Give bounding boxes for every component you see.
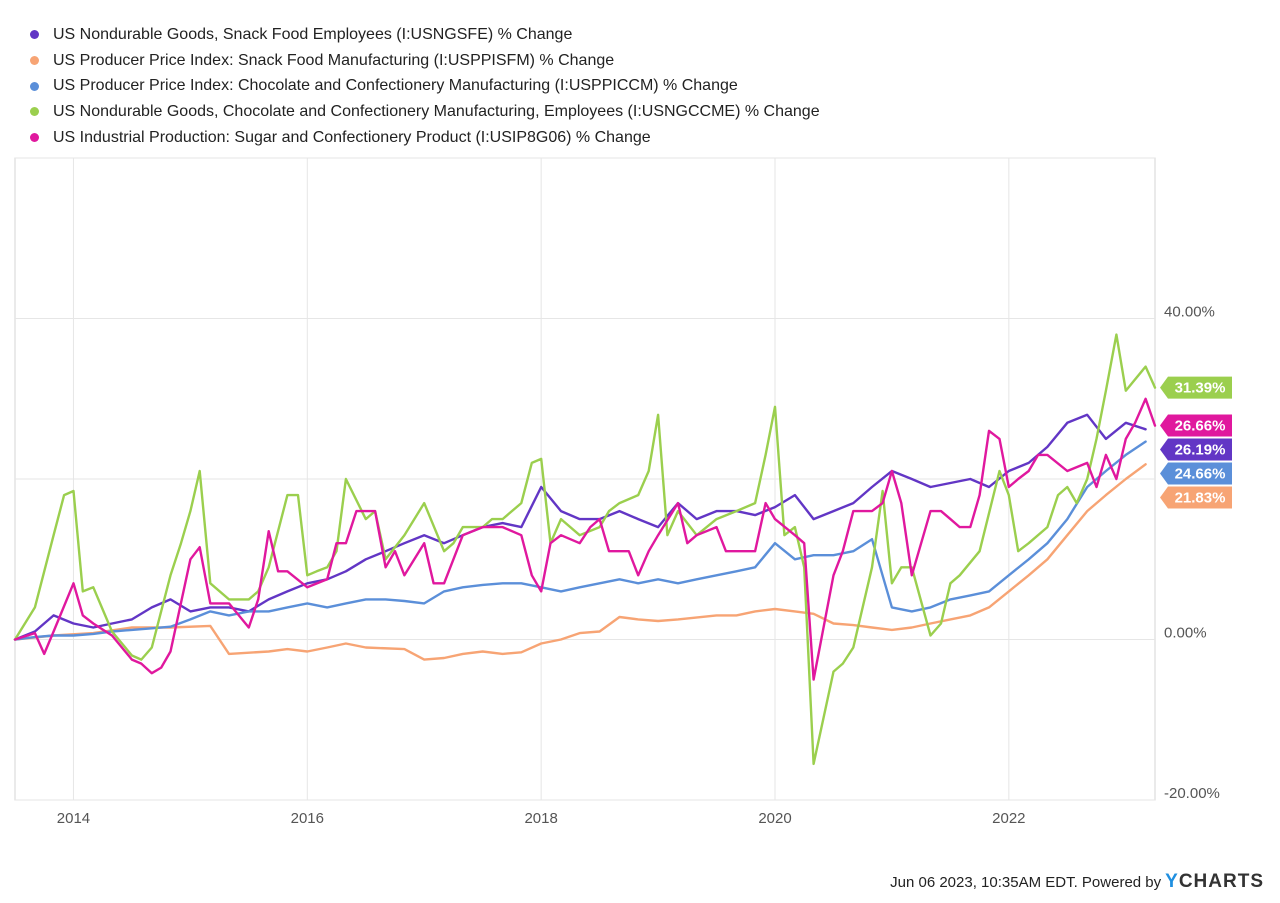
legend-label: US Producer Price Index: Snack Food Manu… bbox=[53, 51, 615, 69]
end-label-text: 21.83% bbox=[1175, 490, 1226, 507]
x-tick-label: 2020 bbox=[758, 810, 791, 827]
x-axis-ticks: 2014 2016 2018 2020 2022 bbox=[57, 810, 1026, 827]
end-label-text: 26.19% bbox=[1175, 442, 1226, 459]
end-label-tag bbox=[1160, 486, 1232, 509]
legend-label: US Nondurable Goods, Snack Food Employee… bbox=[53, 25, 573, 43]
legend-label: US Nondurable Goods, Chocolate and Confe… bbox=[53, 102, 820, 120]
legend-label: US Producer Price Index: Chocolate and C… bbox=[53, 77, 738, 95]
legend-item-4[interactable]: US Industrial Production: Sugar and Conf… bbox=[30, 125, 820, 151]
ycharts-logo-rest: CHARTS bbox=[1178, 871, 1264, 892]
end-label-4: 26.66% bbox=[1160, 414, 1232, 437]
y-tick-label: 40.00% bbox=[1164, 304, 1215, 321]
x-tick-label: 2018 bbox=[524, 810, 557, 827]
x-tick-label: 2014 bbox=[57, 810, 90, 827]
ycharts-logo-y: Y bbox=[1165, 871, 1179, 892]
legend-item-0[interactable]: US Nondurable Goods, Snack Food Employee… bbox=[30, 22, 820, 48]
legend-dot-icon bbox=[30, 107, 39, 117]
chart-legend: US Nondurable Goods, Snack Food Employee… bbox=[30, 22, 820, 150]
series-lines bbox=[13, 333, 1157, 766]
legend-item-2[interactable]: US Producer Price Index: Chocolate and C… bbox=[30, 73, 820, 99]
legend-item-1[interactable]: US Producer Price Index: Snack Food Manu… bbox=[30, 48, 820, 74]
end-label-1: 21.83% bbox=[1160, 486, 1232, 509]
end-label-3: 31.39% bbox=[1160, 376, 1232, 399]
end-label-text: 31.39% bbox=[1175, 380, 1226, 397]
end-label-tag bbox=[1160, 414, 1232, 437]
footer-timestamp: Jun 06 2023, 10:35AM EDT. bbox=[890, 874, 1078, 891]
end-label-0: 26.19% bbox=[1160, 438, 1232, 461]
series-line-4 bbox=[13, 397, 1157, 681]
series-line-1 bbox=[13, 463, 1147, 661]
chart-footer: Jun 06 2023, 10:35AM EDT. Powered by YCH… bbox=[890, 871, 1264, 893]
legend-label: US Industrial Production: Sugar and Conf… bbox=[53, 128, 651, 146]
footer-powered-by: Powered by bbox=[1081, 874, 1162, 891]
legend-dot-icon bbox=[30, 30, 39, 40]
end-label-tag bbox=[1160, 376, 1232, 399]
end-label-text: 24.66% bbox=[1175, 466, 1226, 483]
end-label-tag bbox=[1160, 438, 1232, 461]
legend-dot-icon bbox=[30, 56, 39, 66]
y-tick-label: 0.00% bbox=[1164, 625, 1207, 642]
end-value-labels: 31.39% 26.66% 26.19% 24.66% 21.83% bbox=[1160, 376, 1232, 509]
chart-grid bbox=[14, 157, 1156, 801]
end-label-tag bbox=[1160, 462, 1232, 485]
series-line-0 bbox=[13, 413, 1147, 641]
x-tick-label: 2022 bbox=[992, 810, 1025, 827]
end-label-2: 24.66% bbox=[1160, 462, 1232, 485]
legend-item-3[interactable]: US Nondurable Goods, Chocolate and Confe… bbox=[30, 99, 820, 125]
series-line-3 bbox=[13, 333, 1157, 766]
legend-dot-icon bbox=[30, 133, 39, 143]
legend-dot-icon bbox=[30, 81, 39, 91]
ycharts-logo[interactable]: YCHARTS bbox=[1165, 871, 1264, 893]
x-tick-label: 2016 bbox=[291, 810, 324, 827]
y-tick-label: -20.00% bbox=[1164, 785, 1220, 802]
series-line-2 bbox=[13, 440, 1147, 641]
end-label-text: 26.66% bbox=[1175, 418, 1226, 435]
y-axis-ticks: 40.00% 0.00% -20.00% bbox=[1164, 304, 1220, 803]
